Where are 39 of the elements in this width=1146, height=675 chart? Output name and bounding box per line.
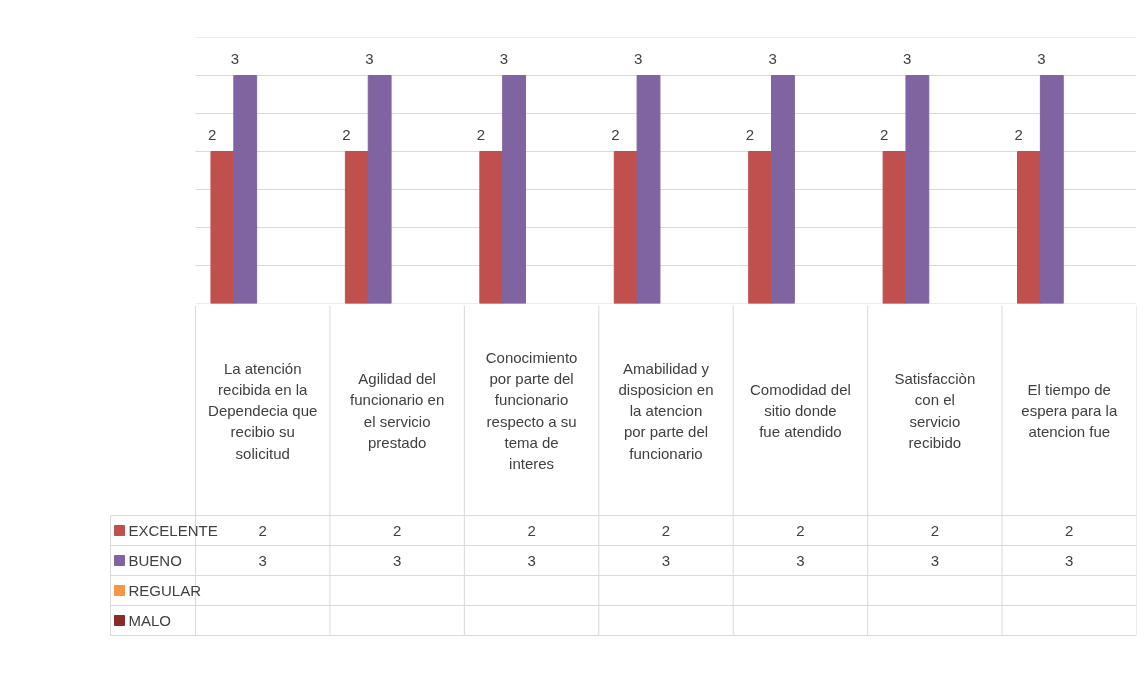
text: 2	[342, 125, 351, 143]
data-label: 2	[930, 521, 940, 539]
text: 2	[611, 125, 620, 143]
data-label: 2	[1065, 521, 1074, 539]
x-tick-label: Amabilidad y disposicion en la atencion por parte del funcionario	[618, 359, 714, 462]
data-label: 2	[661, 521, 671, 539]
legend-label: REGULAR	[128, 582, 202, 599]
text: 3	[902, 49, 912, 67]
data-label: 3	[392, 551, 402, 569]
x-tick-label: Conocimiento por parte del funcionario respecto a su tema de interes	[485, 348, 578, 473]
text: 2	[1014, 125, 1023, 143]
x-tick-label: Agilidad del funcionario en el servicio prestado	[350, 370, 445, 451]
text: 2	[745, 125, 754, 143]
text: 2	[207, 125, 217, 143]
text: 3	[634, 49, 643, 67]
text: 2	[880, 125, 889, 143]
data-label: 2	[527, 521, 536, 539]
data-label: 3	[796, 551, 805, 569]
data-label: 2	[796, 521, 805, 539]
x-tick-label: Comodidad del sitio donde fue atendido	[749, 380, 851, 441]
legend-label: EXCELENTE	[128, 522, 218, 539]
text: 3	[768, 49, 777, 67]
text: 3	[499, 49, 508, 67]
data-label: 2	[258, 521, 267, 539]
data-label: 3	[661, 551, 671, 569]
data-label: 3	[1065, 551, 1074, 569]
text: 3	[230, 49, 240, 67]
x-tick-label: La atención recibida en la Dependecia que recibio su solicitud	[208, 359, 318, 462]
data-label: 3	[258, 551, 267, 569]
text: 3	[365, 49, 374, 67]
x-tick-label: El tiempo de espera para la atencion fue	[1021, 380, 1118, 441]
data-label: 2	[392, 521, 402, 539]
legend-label: MALO	[128, 612, 172, 629]
text: 3	[1037, 49, 1046, 67]
text: 2	[476, 125, 486, 143]
legend-label: BUENO	[128, 552, 182, 569]
data-label: 3	[527, 551, 536, 569]
x-tick-label: Satisfacciòn con el servicio recibido	[894, 370, 976, 451]
data-label: 3	[930, 551, 940, 569]
